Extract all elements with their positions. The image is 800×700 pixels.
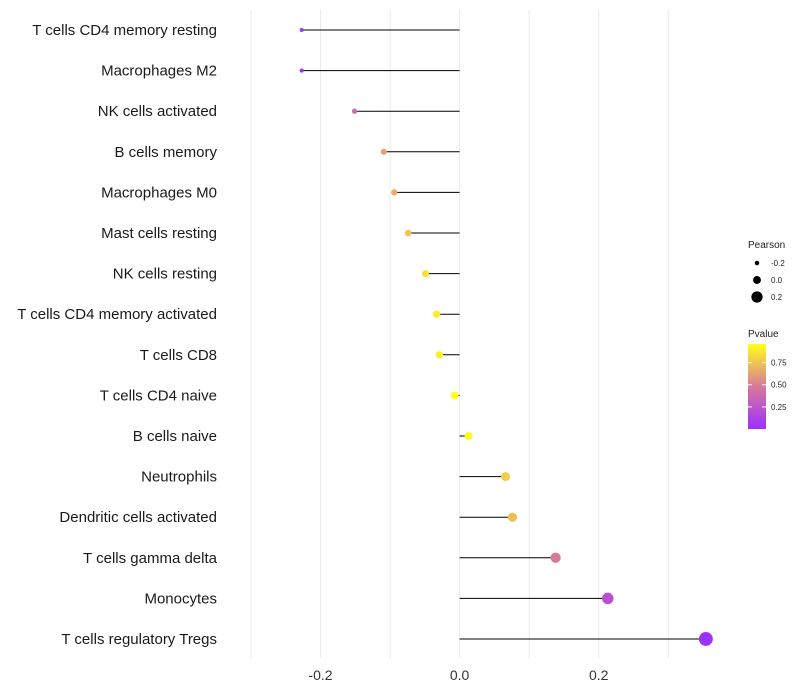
lollipop-point [421,270,430,278]
x-tick-label: 0.2 [589,667,609,683]
stem-layer [301,29,706,640]
lollipop-point [380,148,387,155]
lollipop-point [602,592,614,605]
lollipop-point [464,431,473,441]
lollipop-point [698,632,713,646]
color-legend-label: 0.75 [771,359,787,368]
color-legend-ticks: 0.75 0.50 0.25 [748,359,787,412]
size-legend-dot [751,291,763,303]
size-legend-dot [753,276,761,284]
category-label: T cells CD4 naive [100,387,217,404]
lollipop-point [351,108,358,114]
size-legend: -0.2 0.0 0.2 [751,259,785,303]
lollipop-point [299,27,304,33]
category-labels: T cells CD4 memory resting Macrophages M2… [17,22,217,648]
grid-layer [250,10,669,658]
category-label: Monocytes [144,590,217,607]
category-label: Dendritic cells activated [59,509,217,526]
category-label: Macrophages M2 [101,63,217,80]
size-legend-title: Pearson [748,240,785,251]
x-tick-label: 0.0 [450,667,470,683]
category-label: Macrophages M0 [101,184,217,201]
category-label: T cells gamma delta [83,550,218,567]
color-legend-bar [748,344,766,429]
lollipop-point [501,472,511,482]
category-label: T cells regulatory Tregs [61,631,217,648]
size-legend-label: 0.2 [771,293,783,302]
category-label: T cells CD4 memory resting [32,22,217,39]
color-legend-label: 0.25 [771,403,787,412]
lollipop-point [299,68,304,73]
category-label: Mast cells resting [101,225,217,242]
x-axis-ticks: -0.2 0.0 0.2 [308,667,608,683]
category-label: B cells naive [133,428,217,445]
size-legend-label: 0.0 [771,276,783,285]
lollipop-point [391,189,398,196]
category-label: T cells CD8 [140,347,217,364]
category-label: T cells CD4 memory activated [17,306,217,323]
point-layer [299,27,713,646]
category-label: NK cells resting [113,266,217,283]
size-legend-label: -0.2 [771,259,785,268]
lollipop-point [404,229,412,237]
lollipop-point [435,351,444,359]
lollipop-point [450,391,459,400]
lollipop-point [432,310,441,318]
category-label: B cells memory [114,144,217,161]
color-legend-label: 0.50 [771,381,787,390]
legend: Pearson -0.2 0.0 0.2 Pvalue 0.75 0.50 0.25 [748,240,787,429]
lollipop-point [550,552,561,563]
x-tick-label: -0.2 [308,667,332,683]
color-legend-title: Pvalue [748,329,779,340]
category-label: Neutrophils [141,469,217,486]
category-label: NK cells activated [98,103,217,120]
size-legend-dot [754,260,760,266]
lollipop-point [507,512,518,522]
